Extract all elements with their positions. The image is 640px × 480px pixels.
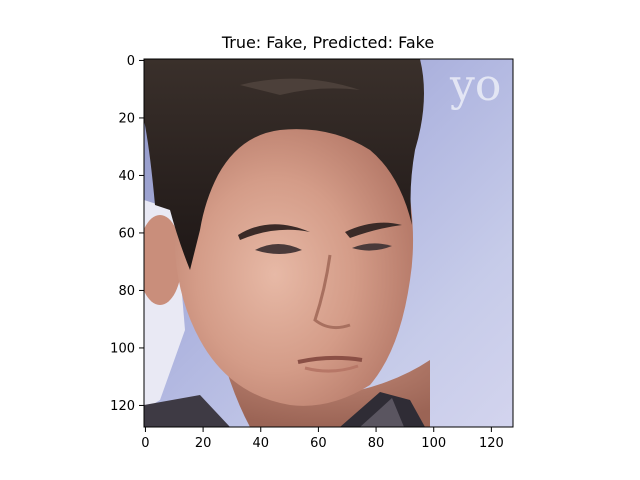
photo-watermark: yo (449, 60, 501, 111)
axes-frame (143, 58, 514, 428)
right-eyebrow (345, 222, 402, 238)
y-tick-label: 60 (118, 226, 135, 241)
left-eyebrow (238, 224, 310, 240)
x-tick-label: 20 (195, 436, 212, 451)
face (175, 114, 414, 406)
hair-highlight (240, 78, 360, 95)
ear (144, 215, 182, 305)
x-tick-label: 40 (252, 436, 269, 451)
lower-lip (304, 364, 359, 373)
hair (144, 59, 424, 270)
y-tick-label: 0 (127, 54, 135, 69)
left-eye (255, 244, 302, 254)
x-tick-label: 80 (368, 436, 385, 451)
x-axis-ticks: 0 20 40 60 80 100 120 (141, 427, 504, 451)
x-tick-label: 100 (421, 436, 446, 451)
x-tick-label: 60 (310, 436, 327, 451)
x-tick-label: 120 (479, 436, 504, 451)
collar (360, 398, 404, 427)
mouth (297, 355, 363, 364)
y-tick-label: 40 (118, 169, 135, 184)
jacket (144, 395, 230, 427)
y-tick-label: 20 (118, 111, 135, 126)
y-tick-label: 80 (118, 284, 135, 299)
y-tick-label: 100 (110, 341, 135, 356)
right-eye (352, 243, 392, 251)
chart-title: True: Fake, Predicted: Fake (221, 33, 434, 52)
y-axis-ticks: 0 20 40 60 80 100 120 (110, 54, 144, 414)
face-photo: yo (144, 59, 513, 427)
y-tick-label: 120 (110, 399, 135, 414)
nose (313, 254, 351, 330)
x-tick-label: 0 (141, 436, 149, 451)
